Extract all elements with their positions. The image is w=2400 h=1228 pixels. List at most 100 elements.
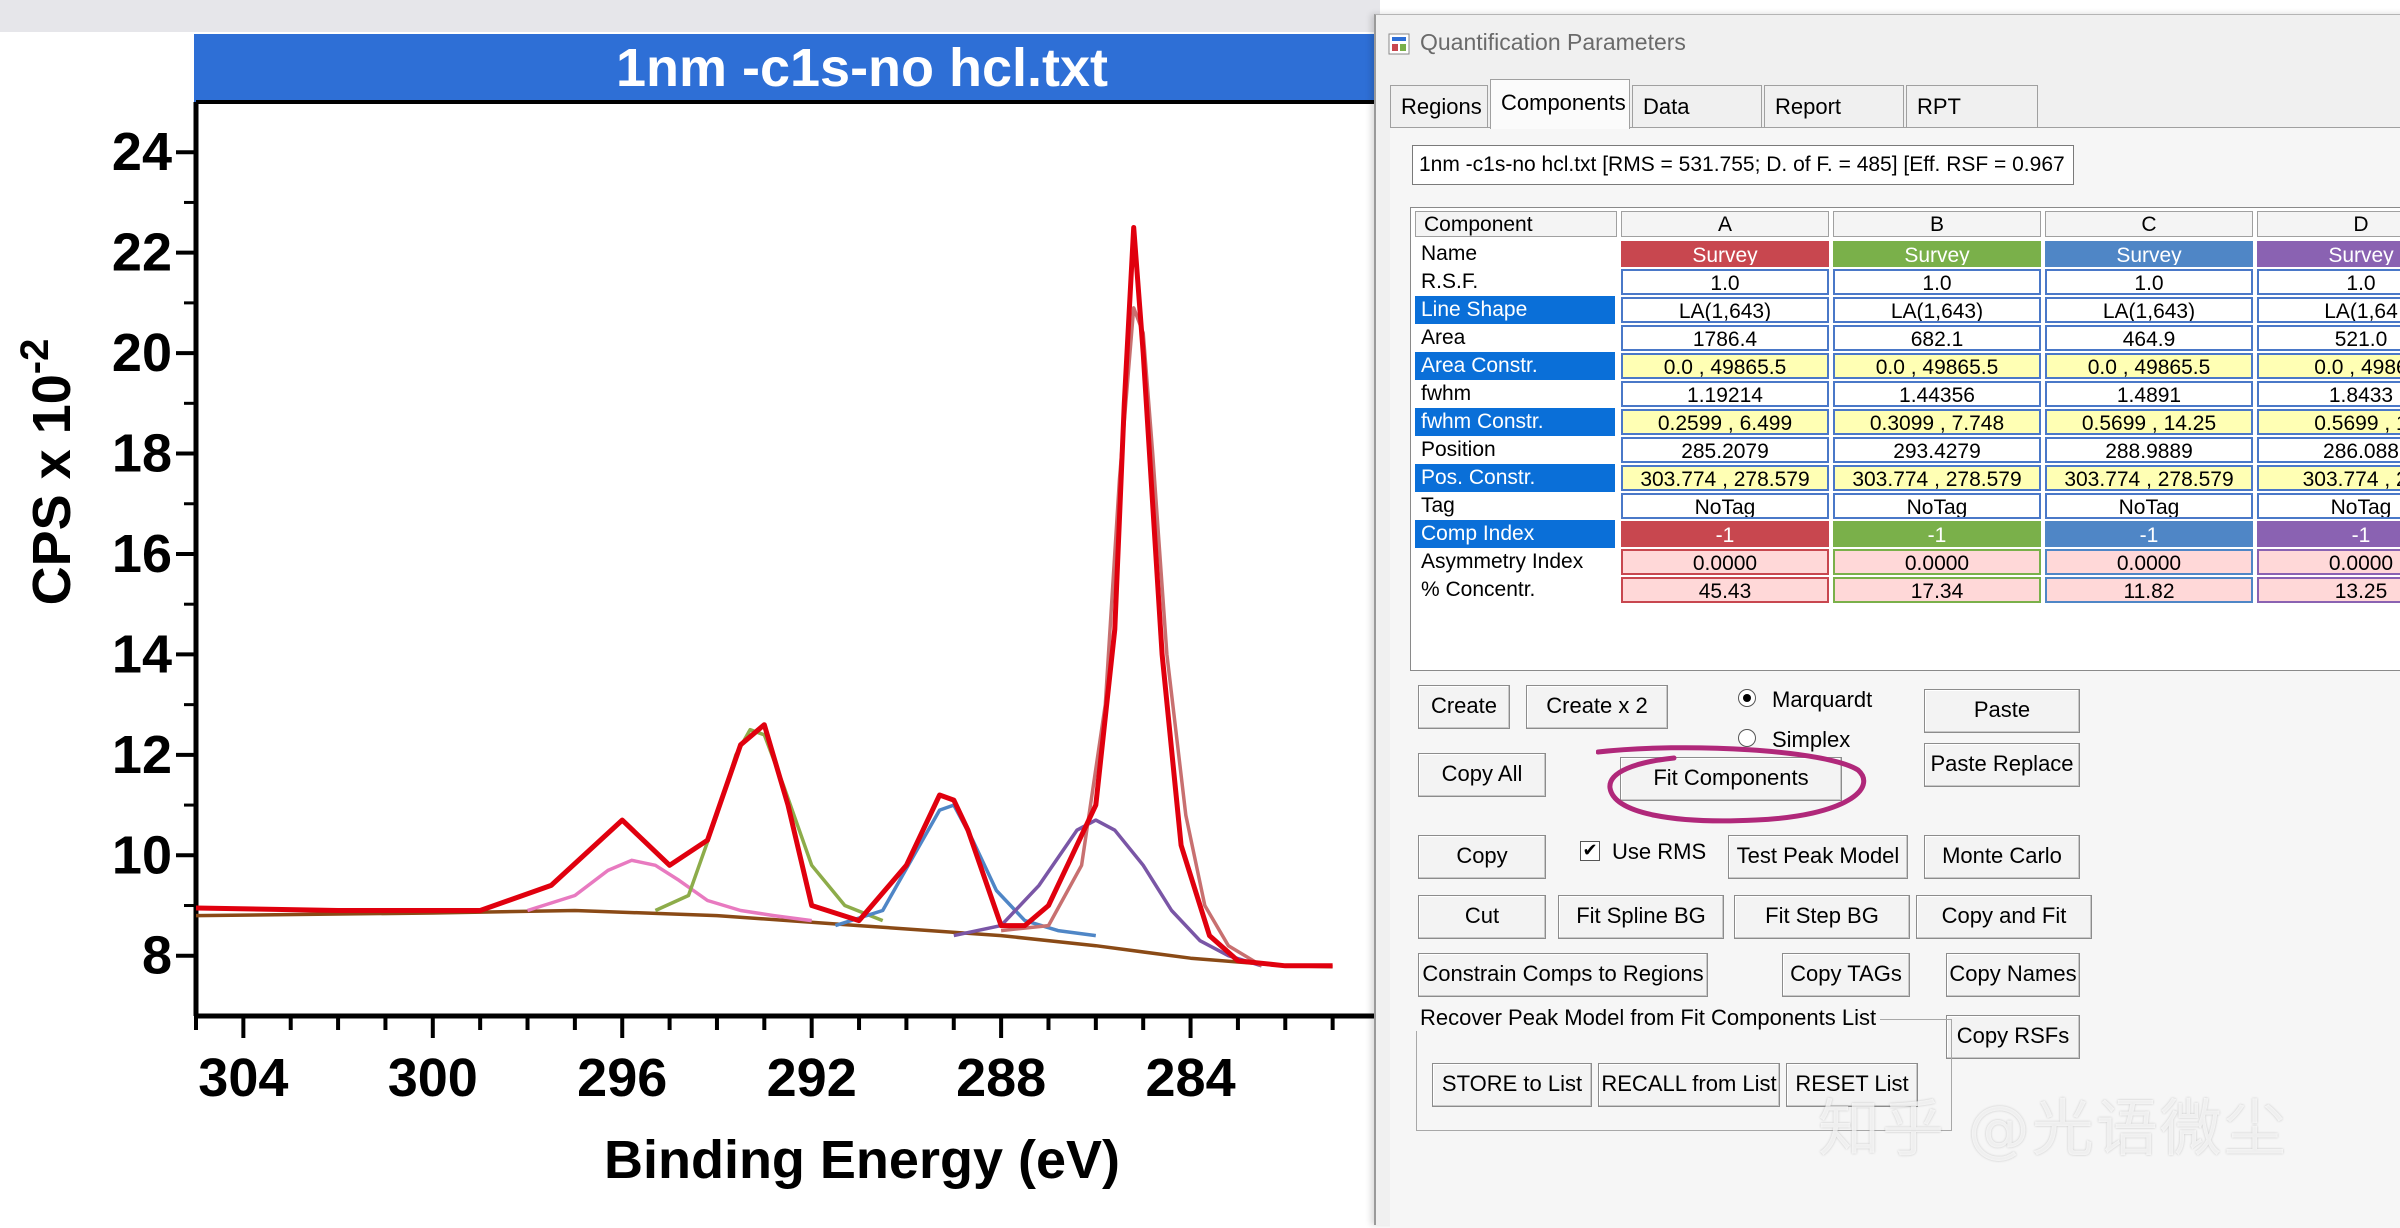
grid-cell[interactable]: 0.3099 , 7.748 <box>1833 409 2041 435</box>
grid-cell[interactable]: 0.0000 <box>1621 549 1829 575</box>
grid-cell[interactable]: 288.9889 <box>2045 437 2253 463</box>
grid-header-col-d[interactable]: D <box>2257 211 2400 237</box>
copy-rsfs-button[interactable]: Copy RSFs <box>1946 1015 2080 1059</box>
store-to-list-button[interactable]: STORE to List <box>1432 1063 1592 1107</box>
grid-cell[interactable]: 1786.4 <box>1621 325 1829 351</box>
copy-button[interactable]: Copy <box>1418 835 1546 879</box>
grid-cell[interactable]: 521.0 <box>2257 325 2400 351</box>
grid-cell[interactable]: -1 <box>1621 521 1829 547</box>
copy-names-button[interactable]: Copy Names <box>1946 953 2080 997</box>
recall-from-list-button[interactable]: RECALL from List <box>1598 1063 1780 1107</box>
component-grid[interactable]: Component A B C D Name Survey Survey Survey Surve… <box>1410 207 2400 671</box>
grid-cell[interactable]: 303.774 , 278.579 <box>2045 465 2253 491</box>
grid-row-label[interactable]: Name <box>1421 242 1478 265</box>
grid-row-label[interactable]: Comp Index <box>1415 520 1615 548</box>
grid-row-label[interactable]: Asymmetry Index <box>1421 550 1584 573</box>
grid-cell[interactable]: NoTag <box>2257 493 2400 519</box>
dialog-titlebar[interactable]: Quantification Parameters <box>1376 15 2400 71</box>
grid-cell[interactable]: 0.0000 <box>1833 549 2041 575</box>
grid-cell[interactable]: 286.088 <box>2257 437 2400 463</box>
grid-header-col-c[interactable]: C <box>2045 211 2253 237</box>
grid-cell[interactable]: 0.0000 <box>2257 549 2400 575</box>
tab-components[interactable]: Components <box>1490 79 1630 129</box>
grid-cell[interactable]: 0.0 , 49865.5 <box>2045 353 2253 379</box>
monte-carlo-button[interactable]: Monte Carlo <box>1924 835 2080 879</box>
tab-report-spec[interactable]: Report Spec. <box>1764 85 1904 161</box>
grid-cell[interactable]: 13.25 <box>2257 577 2400 603</box>
grid-cell[interactable]: NoTag <box>2045 493 2253 519</box>
grid-cell[interactable]: 303.774 , 278.579 <box>1833 465 2041 491</box>
paste-button[interactable]: Paste <box>1924 689 2080 733</box>
grid-row-label[interactable]: fwhm Constr. <box>1415 408 1615 436</box>
grid-cell[interactable]: 0.0 , 49865.5 <box>1833 353 2041 379</box>
grid-cell[interactable]: -1 <box>2045 521 2253 547</box>
grid-cell[interactable]: LA(1,643) <box>2045 297 2253 323</box>
grid-cell[interactable]: -1 <box>1833 521 2041 547</box>
copy-tags-button[interactable]: Copy TAGs <box>1782 953 1910 997</box>
grid-row-label[interactable]: Area <box>1421 326 1466 349</box>
grid-cell[interactable]: 1.44356 <box>1833 381 2041 407</box>
grid-row-label[interactable]: R.S.F. <box>1421 270 1479 293</box>
grid-cell[interactable]: 1.0 <box>1833 269 2041 295</box>
grid-cell[interactable]: 0.0000 <box>2045 549 2253 575</box>
grid-cell[interactable]: 1.8433 <box>2257 381 2400 407</box>
fit-spline-bg-button[interactable]: Fit Spline BG <box>1558 895 1724 939</box>
grid-cell[interactable]: 1.4891 <box>2045 381 2253 407</box>
grid-cell[interactable]: 0.2599 , 6.499 <box>1621 409 1829 435</box>
grid-row-label[interactable]: Area Constr. <box>1415 352 1615 380</box>
grid-cell[interactable]: 1.0 <box>2257 269 2400 295</box>
tab-regions[interactable]: Regions <box>1390 85 1488 127</box>
cut-button[interactable]: Cut <box>1418 895 1546 939</box>
grid-cell[interactable]: 464.9 <box>2045 325 2253 351</box>
grid-cell[interactable]: 0.5699 , 1 <box>2257 409 2400 435</box>
grid-cell[interactable]: 682.1 <box>1833 325 2041 351</box>
grid-cell[interactable]: 11.82 <box>2045 577 2253 603</box>
grid-cell[interactable]: 45.43 <box>1621 577 1829 603</box>
grid-cell[interactable]: -1 <box>2257 521 2400 547</box>
grid-cell[interactable]: 285.2079 <box>1621 437 1829 463</box>
grid-cell[interactable]: 0.0 , 49865.5 <box>1621 353 1829 379</box>
marquardt-radio[interactable] <box>1738 689 1756 707</box>
grid-row-label[interactable]: Line Shape <box>1415 296 1615 324</box>
grid-cell[interactable]: LA(1,64 <box>2257 297 2400 323</box>
create-x2-button[interactable]: Create x 2 <box>1526 685 1668 729</box>
grid-row-label[interactable]: Pos. Constr. <box>1415 464 1615 492</box>
tab-data-editor[interactable]: Data Editor <box>1632 85 1762 161</box>
grid-cell[interactable]: NoTag <box>1833 493 2041 519</box>
grid-row-label[interactable]: % Concentr. <box>1421 578 1536 601</box>
test-peak-model-button[interactable]: Test Peak Model <box>1728 835 1908 879</box>
constrain-comps-button[interactable]: Constrain Comps to Regions <box>1418 953 1708 997</box>
use-rms-checkbox[interactable]: ✔ <box>1580 841 1600 861</box>
tab-rpt-report[interactable]: RPT Report <box>1906 85 2038 161</box>
fit-components-button[interactable]: Fit Components <box>1620 757 1842 801</box>
grid-cell[interactable]: 303.774 , 278.579 <box>1621 465 1829 491</box>
paste-replace-button[interactable]: Paste Replace <box>1924 743 2080 787</box>
grid-header-col-a[interactable]: A <box>1621 211 1829 237</box>
grid-cell[interactable]: 0.0 , 4986 <box>2257 353 2400 379</box>
fit-info-field[interactable]: 1nm -c1s-no hcl.txt [RMS = 531.755; D. o… <box>1412 145 2074 185</box>
grid-header-col-b[interactable]: B <box>1833 211 2041 237</box>
grid-cell[interactable]: 1.19214 <box>1621 381 1829 407</box>
fit-step-bg-button[interactable]: Fit Step BG <box>1734 895 1910 939</box>
grid-cell[interactable]: LA(1,643) <box>1833 297 2041 323</box>
grid-row-label[interactable]: Tag <box>1421 494 1455 517</box>
create-button[interactable]: Create <box>1418 685 1510 729</box>
grid-cell[interactable]: Survey <box>2257 241 2400 267</box>
grid-cell[interactable]: 1.0 <box>1621 269 1829 295</box>
grid-cell[interactable]: LA(1,643) <box>1621 297 1829 323</box>
grid-cell[interactable]: 17.34 <box>1833 577 2041 603</box>
grid-cell[interactable]: Survey <box>1833 241 2041 267</box>
copy-and-fit-button[interactable]: Copy and Fit <box>1916 895 2092 939</box>
copy-all-button[interactable]: Copy All <box>1418 753 1546 797</box>
grid-cell[interactable]: 303.774 , 27 <box>2257 465 2400 491</box>
grid-cell[interactable]: Survey <box>1621 241 1829 267</box>
grid-cell[interactable]: Survey <box>2045 241 2253 267</box>
grid-row-label[interactable]: fwhm <box>1421 382 1472 405</box>
reset-list-button[interactable]: RESET List <box>1786 1063 1918 1107</box>
grid-cell[interactable]: 1.0 <box>2045 269 2253 295</box>
simplex-radio[interactable] <box>1738 729 1756 747</box>
grid-cell[interactable]: 293.4279 <box>1833 437 2041 463</box>
grid-row-label[interactable]: Position <box>1421 438 1496 461</box>
grid-cell[interactable]: NoTag <box>1621 493 1829 519</box>
grid-cell[interactable]: 0.5699 , 14.25 <box>2045 409 2253 435</box>
